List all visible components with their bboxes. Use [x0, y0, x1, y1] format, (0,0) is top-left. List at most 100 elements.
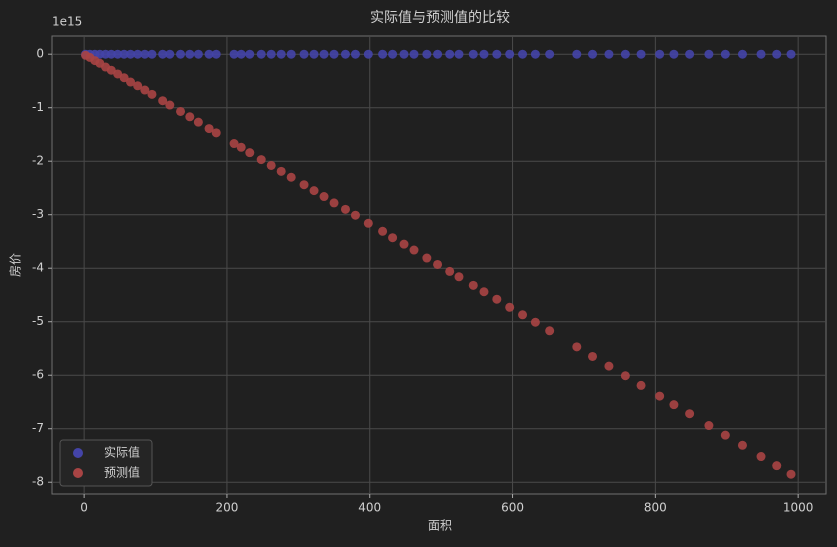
- point: [204, 49, 214, 59]
- point: [772, 461, 782, 471]
- x-tick-label: 800: [644, 501, 667, 515]
- point: [720, 430, 730, 440]
- point: [588, 351, 598, 361]
- point: [720, 49, 730, 59]
- point: [492, 294, 502, 304]
- point: [276, 166, 286, 176]
- point: [299, 49, 309, 59]
- point: [445, 266, 455, 276]
- y-tick-label: -6: [32, 368, 44, 382]
- point: [786, 49, 796, 59]
- point: [245, 148, 255, 158]
- point: [454, 49, 464, 59]
- point: [422, 253, 432, 263]
- point: [229, 139, 239, 149]
- point: [454, 272, 464, 282]
- point: [106, 49, 116, 59]
- point: [363, 218, 373, 228]
- point: [286, 49, 296, 59]
- point: [329, 198, 339, 208]
- point: [737, 49, 747, 59]
- point: [211, 128, 221, 138]
- y-tick-label: -1: [32, 100, 44, 114]
- point: [479, 49, 489, 59]
- y-tick-label: -4: [32, 261, 44, 275]
- point: [620, 371, 630, 381]
- point: [185, 112, 195, 122]
- point: [176, 49, 186, 59]
- legend-box: [59, 439, 153, 487]
- point: [245, 49, 255, 59]
- point: [276, 49, 286, 59]
- point: [409, 49, 419, 59]
- point: [518, 310, 528, 320]
- y-tick-label: -3: [32, 207, 44, 221]
- point: [378, 49, 388, 59]
- y-tick-label: -5: [32, 314, 44, 328]
- point: [266, 49, 276, 59]
- point: [422, 49, 432, 59]
- point: [588, 49, 598, 59]
- point: [119, 49, 129, 59]
- x-tick-label: 200: [215, 501, 238, 515]
- point: [786, 469, 796, 479]
- point: [133, 81, 143, 91]
- y-tick-label: 0: [36, 47, 44, 61]
- point: [140, 85, 150, 95]
- point: [737, 440, 747, 450]
- point: [409, 245, 419, 255]
- point: [211, 49, 221, 59]
- point: [518, 49, 528, 59]
- point: [669, 400, 679, 410]
- x-tick-label: 1000: [783, 501, 814, 515]
- point: [636, 49, 646, 59]
- point: [193, 117, 203, 127]
- point: [530, 317, 540, 327]
- point: [229, 49, 239, 59]
- point: [604, 49, 614, 59]
- legend-label: 预测值: [104, 465, 140, 480]
- point: [445, 49, 455, 59]
- point: [572, 342, 582, 352]
- point: [399, 239, 409, 249]
- point: [604, 361, 614, 371]
- point: [655, 49, 665, 59]
- point: [165, 49, 175, 59]
- point: [158, 96, 168, 106]
- point: [133, 49, 143, 59]
- point: [433, 259, 443, 269]
- point: [545, 326, 555, 336]
- point: [236, 142, 246, 152]
- legend-marker: [73, 468, 83, 478]
- point: [329, 49, 339, 59]
- point: [299, 180, 309, 190]
- point: [433, 49, 443, 59]
- x-axis-label: 面积: [428, 519, 452, 533]
- y-tick-label: -2: [32, 154, 44, 168]
- y-axis-label: 房价: [8, 253, 23, 277]
- point: [545, 49, 555, 59]
- point: [685, 49, 695, 59]
- point: [756, 452, 766, 462]
- point: [530, 49, 540, 59]
- point: [266, 160, 276, 170]
- point: [350, 49, 360, 59]
- point: [147, 49, 157, 59]
- point: [340, 204, 350, 214]
- point: [704, 49, 714, 59]
- point: [468, 49, 478, 59]
- point: [378, 226, 388, 236]
- point: [256, 155, 266, 165]
- legend-label: 实际值: [104, 445, 140, 460]
- point: [176, 106, 186, 116]
- point: [319, 192, 329, 202]
- point: [350, 210, 360, 220]
- point: [185, 49, 195, 59]
- point: [772, 49, 782, 59]
- point: [399, 49, 409, 59]
- point: [505, 49, 515, 59]
- point: [126, 49, 136, 59]
- point: [319, 49, 329, 59]
- point: [363, 49, 373, 59]
